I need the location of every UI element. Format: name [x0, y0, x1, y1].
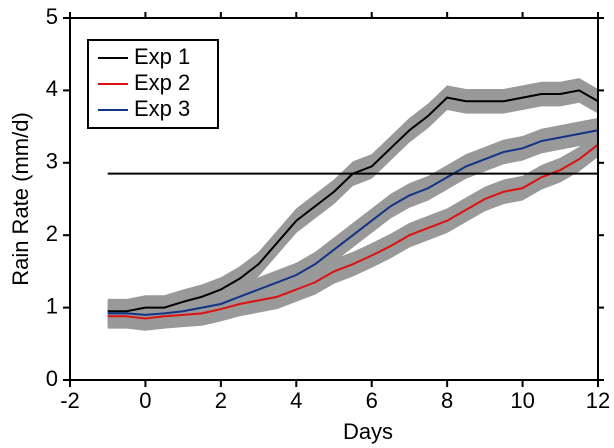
legend-box — [87, 39, 219, 129]
legend-label: Exp 1 — [134, 44, 190, 69]
x-tick-label: 8 — [441, 388, 453, 413]
x-axis-label: Days — [343, 419, 393, 444]
y-tick-label: 0 — [46, 366, 58, 391]
x-tick-label: 4 — [290, 388, 302, 413]
x-tick-label: 0 — [139, 388, 151, 413]
plot-frame — [69, 17, 599, 381]
y-tick-label: 1 — [46, 293, 58, 318]
x-tick-label: 6 — [366, 388, 378, 413]
y-tick-label: 5 — [46, 4, 58, 29]
x-tick-label: 12 — [586, 388, 610, 413]
y-tick-label: 3 — [46, 149, 58, 174]
y-axis-label: Rain Rate (mm/d) — [8, 112, 33, 286]
x-tick-label: 10 — [510, 388, 534, 413]
x-tick-label: 2 — [215, 388, 227, 413]
error-band — [107, 117, 598, 328]
legend-label: Exp 3 — [134, 96, 190, 121]
y-tick-label: 2 — [46, 221, 58, 246]
series-line — [107, 143, 599, 320]
error-band — [107, 78, 598, 324]
legend-label: Exp 2 — [134, 70, 190, 95]
series-line — [107, 129, 599, 316]
x-tick-label: -2 — [60, 388, 80, 413]
y-tick-label: 4 — [46, 76, 58, 101]
